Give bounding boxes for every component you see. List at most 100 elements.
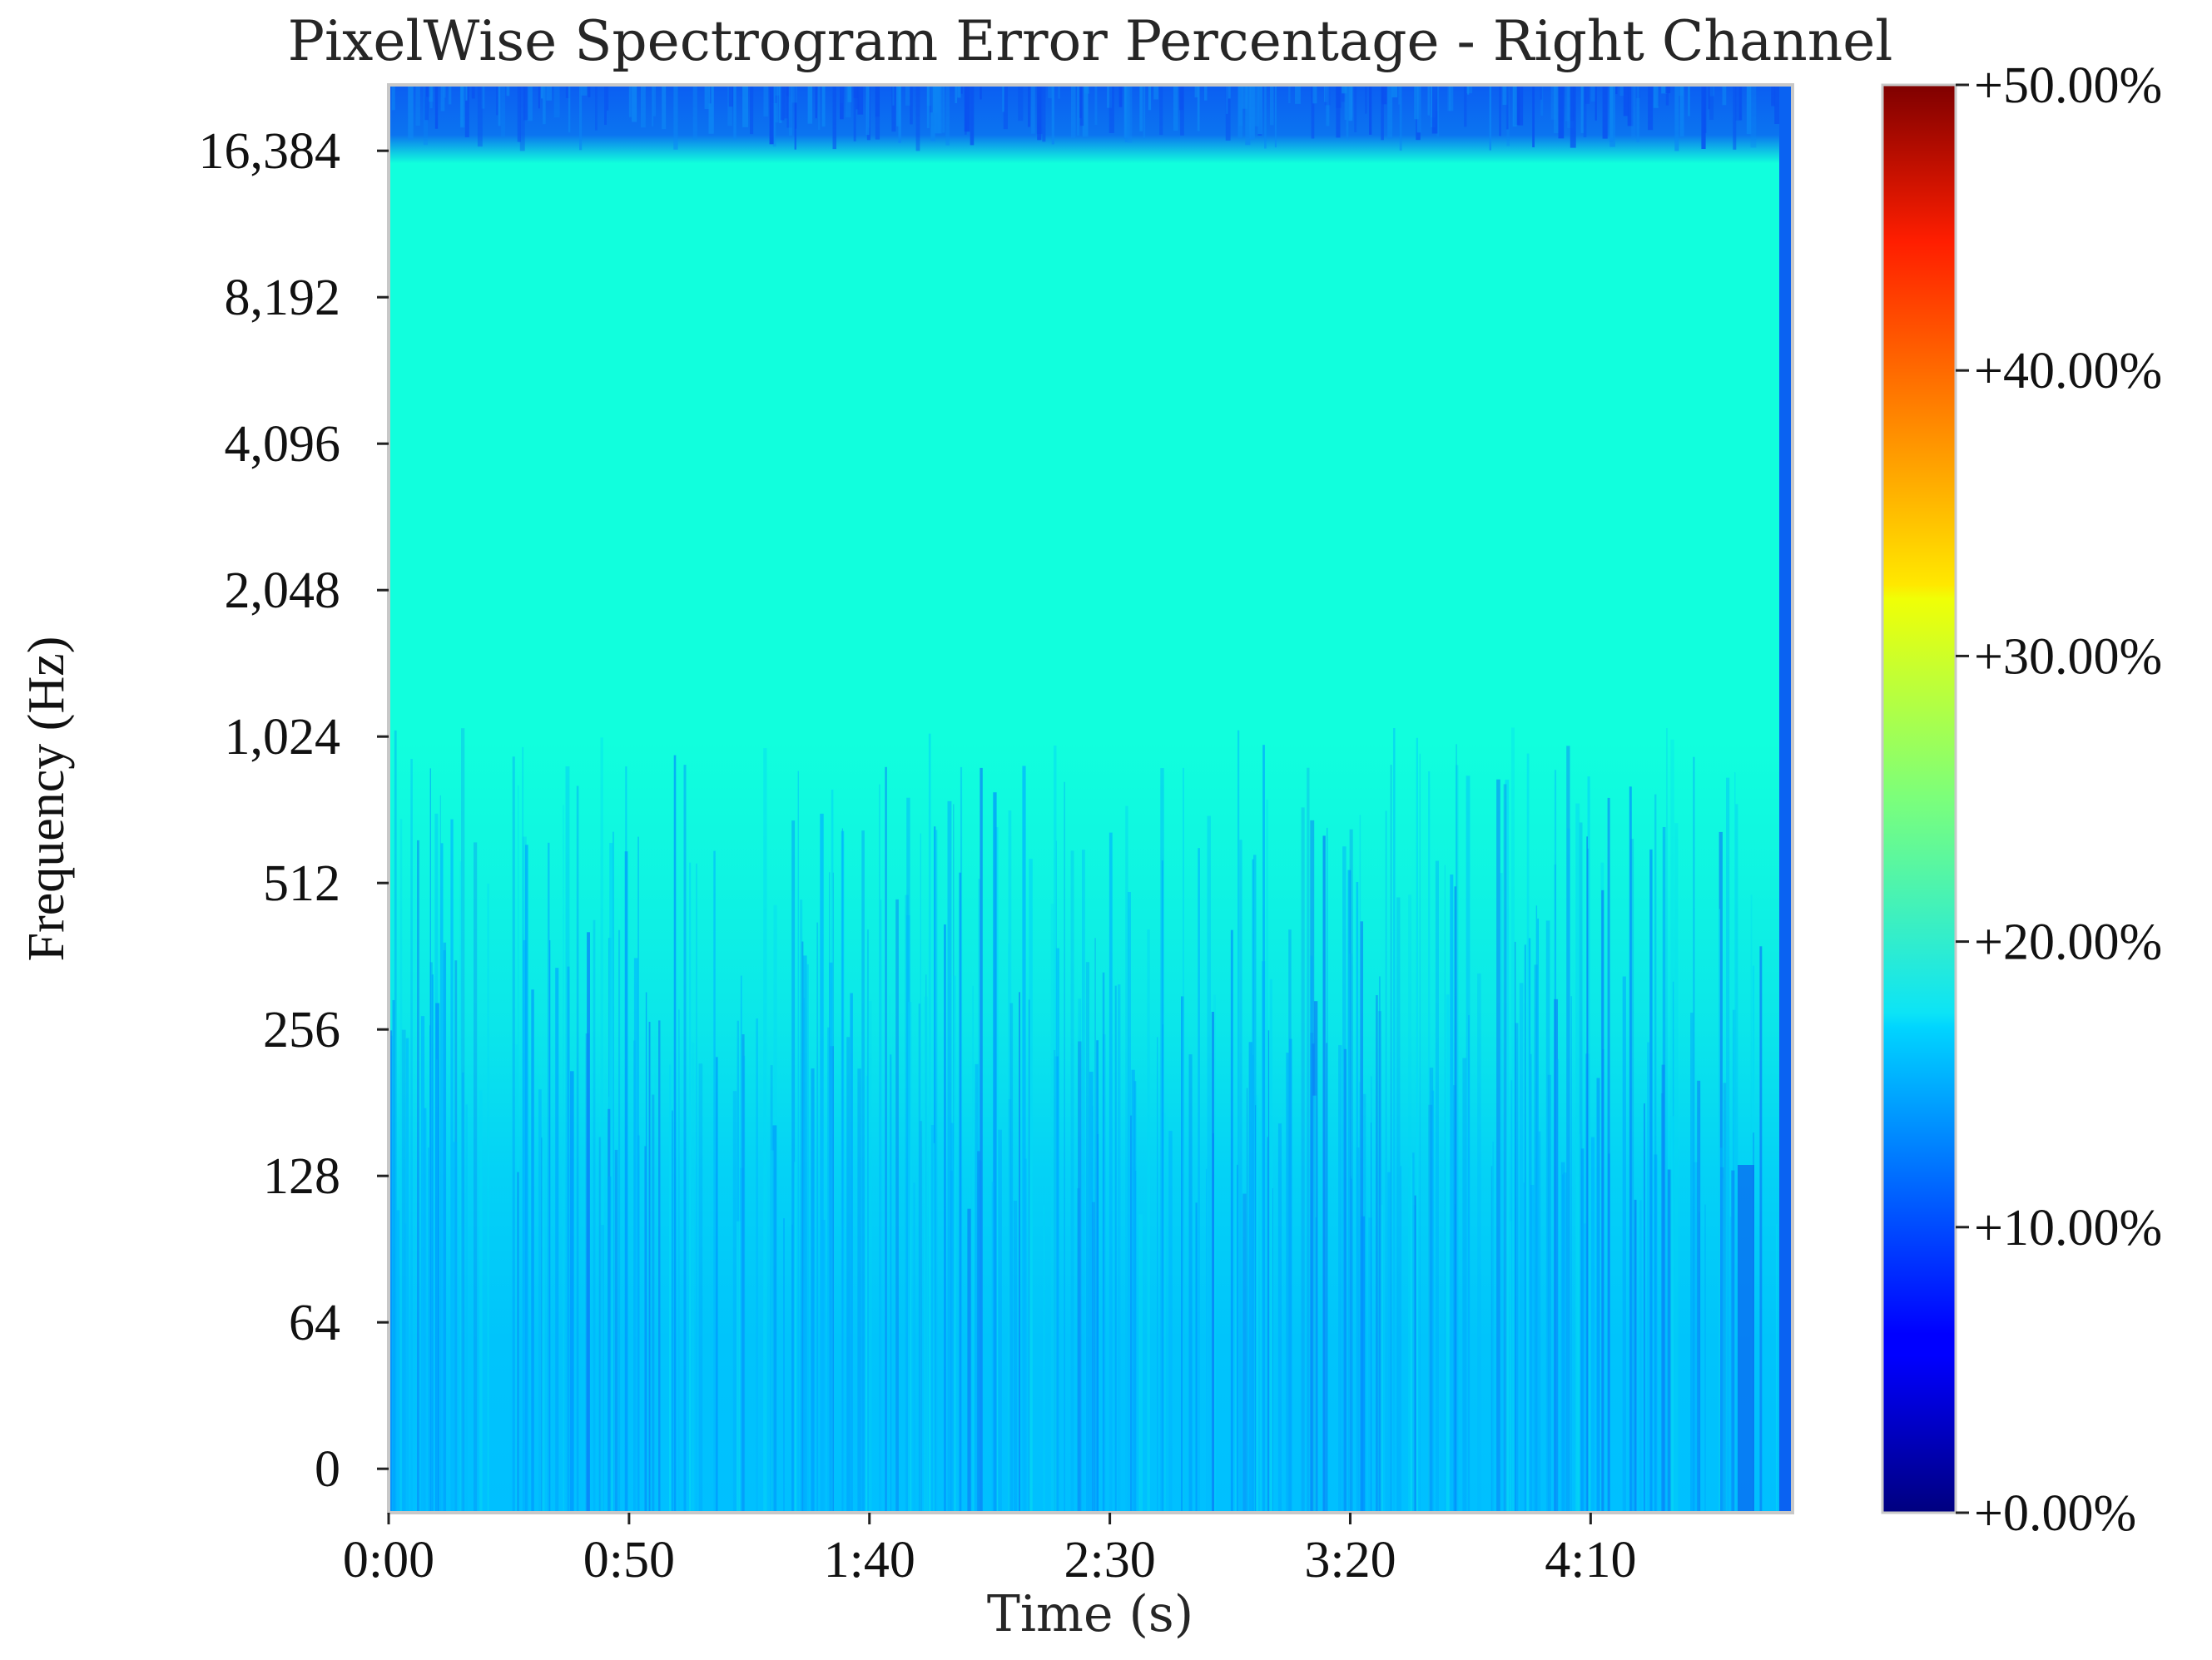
spectrogram-top-speckle	[1127, 85, 1133, 143]
spectrogram-streak	[600, 1225, 604, 1513]
spectrogram-top-speckle	[1570, 85, 1576, 148]
spectrogram-streak	[991, 1182, 994, 1513]
spectrogram-streak	[1322, 835, 1326, 1513]
spectrogram-streak	[1128, 892, 1131, 1513]
spectrogram-streak	[1161, 860, 1163, 1513]
spectrogram-streak	[1077, 1188, 1080, 1513]
spectrogram-streak	[1729, 1217, 1732, 1513]
spectrogram-top-speckle	[1674, 85, 1679, 151]
spectrogram-streak	[453, 1142, 458, 1513]
spectrogram-streak	[850, 993, 853, 1513]
spectrogram-top-speckle	[1416, 85, 1421, 133]
spectrogram-streak	[1356, 882, 1359, 1513]
spectrogram-streak	[1361, 1216, 1366, 1513]
spectrogram-streak	[1168, 1131, 1173, 1513]
spectrogram-streak	[1528, 938, 1531, 1513]
spectrogram-streak	[1429, 1068, 1434, 1513]
spectrogram-streak	[1667, 1169, 1672, 1513]
spectrogram-streak	[424, 1107, 427, 1513]
spectrogram-streak	[879, 784, 880, 1513]
spectrogram-top-speckle	[496, 85, 498, 116]
spectrogram-top-speckle	[527, 85, 533, 121]
spectrogram-top-speckle	[1342, 85, 1347, 94]
spectrogram-top-speckle	[1242, 85, 1248, 109]
spectrogram-top-speckle	[892, 85, 895, 106]
spectrogram-top-speckle	[1094, 85, 1098, 125]
spectrogram-top-speckle	[1738, 85, 1743, 121]
spectrogram-top-speckle	[523, 85, 528, 121]
spectrogram-streak	[1009, 1003, 1014, 1513]
spectrogram-streak	[450, 819, 454, 1513]
spectrogram-streak	[404, 1223, 407, 1513]
spectrogram-top-speckle	[1517, 85, 1524, 126]
spectrogram-top-speckle	[857, 85, 864, 115]
spectrogram-streak	[1198, 848, 1200, 1513]
spectrogram-top-speckle	[1570, 85, 1575, 121]
spectrogram-streak	[977, 1151, 980, 1513]
spectrogram-streak	[1390, 765, 1392, 1513]
spectrogram-streak	[1301, 807, 1305, 1513]
spectrogram-streak	[1530, 1185, 1535, 1513]
spectrogram-streak	[1342, 846, 1347, 1513]
spectrogram-top-speckle	[1554, 85, 1559, 133]
spectrogram-top-speckle	[1051, 85, 1054, 145]
x-tick-label: 2:30	[1064, 1532, 1155, 1588]
spectrogram-streak	[1206, 1168, 1208, 1513]
colorbar-frame	[1881, 83, 1957, 1514]
spectrogram-top-speckle	[1398, 85, 1401, 105]
spectrogram-streak	[1723, 1083, 1727, 1513]
spectrogram-streak	[1131, 1069, 1135, 1513]
spectrogram-top-speckle	[1042, 85, 1046, 142]
spectrogram-streak	[1515, 1023, 1519, 1513]
spectrogram-streak	[975, 1063, 979, 1513]
spectrogram-top-speckle	[935, 85, 940, 134]
spectrogram-streak	[1054, 746, 1057, 1513]
spectrogram-streak	[541, 1137, 543, 1513]
spectrogram-streak	[794, 1162, 796, 1513]
spectrogram-top-speckle	[606, 85, 609, 111]
spectrogram-top-speckle	[775, 85, 781, 96]
spectrogram-streak	[600, 737, 603, 1513]
plot-frame	[387, 83, 1794, 1514]
spectrogram-top-speckle	[1567, 85, 1574, 128]
spectrogram-top-speckle	[543, 85, 546, 125]
spectrogram-streak	[1444, 865, 1446, 1513]
spectrogram-top-speckle	[1018, 85, 1024, 121]
spectrogram-streak	[1307, 767, 1310, 1513]
spectrogram-streak	[1570, 996, 1572, 1513]
spectrogram-streak	[1579, 822, 1583, 1513]
spectrogram-top-speckle	[742, 85, 748, 127]
spectrogram-streak	[791, 1224, 793, 1513]
spectrogram-streak	[867, 929, 869, 1513]
spectrogram-top-speckle	[728, 85, 733, 107]
spectrogram-streak	[658, 1020, 661, 1513]
spectrogram-top-speckle	[1036, 85, 1043, 134]
spectrogram-top-speckle	[1735, 85, 1742, 121]
spectrogram-streak	[429, 962, 433, 1513]
spectrogram-streak	[614, 1149, 618, 1513]
spectrogram-top-speckle	[1237, 85, 1243, 138]
spectrogram-top-speckle	[1077, 85, 1079, 136]
spectrogram-streak	[1496, 779, 1500, 1513]
spectrogram-top-speckle	[955, 85, 958, 104]
spectrogram-top-speckle	[1226, 85, 1228, 114]
spectrogram-top-speckle	[896, 85, 901, 126]
spectrogram-top-speckle	[448, 85, 452, 105]
spectrogram-streak	[1566, 746, 1570, 1513]
spectrogram-top-speckle	[1139, 85, 1143, 131]
spectrogram-top-speckle	[391, 85, 395, 111]
spectrogram-streak	[802, 955, 807, 1513]
spectrogram-streak	[1379, 976, 1381, 1513]
spectrogram-top-speckle	[1512, 85, 1517, 127]
spectrogram-top-speckle	[1653, 85, 1659, 108]
spectrogram-top-speckle	[708, 85, 714, 134]
spectrogram-top-speckle	[926, 85, 930, 129]
spectrogram-streak	[1590, 1137, 1595, 1513]
spectrogram-streak	[570, 1071, 574, 1513]
spectrogram-streak	[1634, 1199, 1637, 1513]
y-tick-label: 4,096	[225, 416, 341, 473]
spectrogram-streak	[1230, 929, 1233, 1513]
spectrogram-streaks	[389, 727, 1778, 1513]
spectrogram-streak	[1500, 873, 1503, 1513]
spectrogram-top-speckle	[1399, 85, 1402, 151]
